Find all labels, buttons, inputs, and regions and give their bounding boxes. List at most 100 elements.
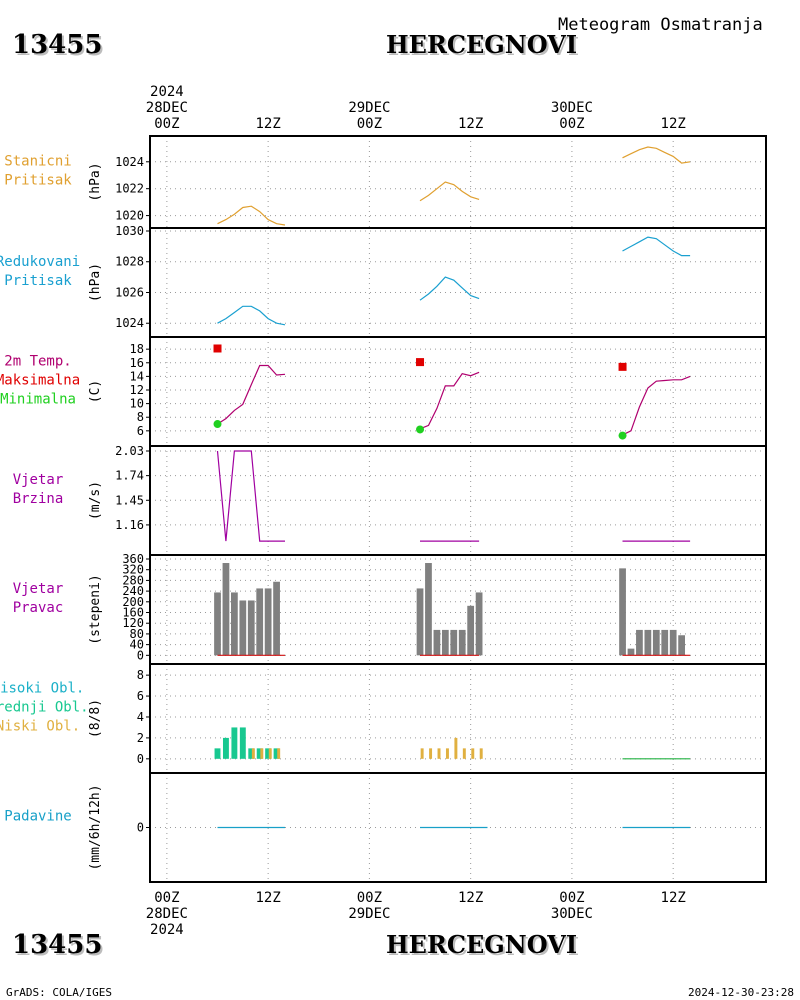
pravac-series-0-bar-18 bbox=[636, 629, 643, 656]
oblaci-series-0-bar-3 bbox=[239, 727, 246, 759]
panel-label-stanicni-1: Pritisak bbox=[4, 173, 72, 189]
y-tick-label-pravac-0: 0 bbox=[137, 648, 144, 662]
oblaci-series-0-bar-0 bbox=[214, 748, 221, 759]
oblaci-series-1-bar-7 bbox=[445, 748, 449, 759]
station-name-bottom-shadow: HERCEGNOVI bbox=[388, 932, 579, 961]
pravac-series-0-bar-15 bbox=[475, 592, 483, 656]
top-time-label-5-0: 12Z bbox=[661, 116, 686, 132]
panel-label-padavine-0: Padavine bbox=[4, 809, 71, 825]
temperatura-series-1-marker-2 bbox=[618, 362, 627, 371]
y-tick-label-padavine-0: 0 bbox=[137, 821, 144, 835]
oblaci-series-0-bar-4 bbox=[248, 748, 255, 759]
panel-label-temperatura-0: 2m Temp. bbox=[4, 354, 71, 370]
oblaci-series-0-bar-2 bbox=[231, 727, 238, 759]
panel-label-oblaci-0: Visoki Obl. bbox=[0, 681, 84, 697]
top-time-label-4-0: 30DEC bbox=[551, 100, 593, 116]
oblaci-series-0-bar-6 bbox=[265, 748, 272, 759]
y-tick-label-pravac-6: 240 bbox=[122, 584, 144, 598]
y-tick-label-oblaci-3: 6 bbox=[137, 689, 144, 703]
temperatura-series-1-marker-1 bbox=[416, 358, 425, 367]
y-tick-label-brzina-0: 1.16 bbox=[115, 518, 144, 532]
panel-label-brzina-0: Vjetar bbox=[13, 472, 64, 488]
y-tick-label-pravac-4: 160 bbox=[122, 606, 144, 620]
y-tick-label-pravac-1: 40 bbox=[130, 638, 144, 652]
top-time-label-0-2: 00Z bbox=[154, 116, 179, 132]
station-name-shadow: HERCEGNOVI bbox=[388, 32, 579, 61]
y-tick-label-temperatura-1: 8 bbox=[137, 410, 144, 424]
y-tick-label-temperatura-5: 16 bbox=[130, 356, 144, 370]
bottom-time-label-4-1: 30DEC bbox=[551, 906, 593, 922]
pravac-series-0-bar-10 bbox=[433, 629, 441, 656]
redukovani-series-0-line-2 bbox=[622, 236, 691, 257]
stanicni-series-0-line-0 bbox=[217, 205, 286, 226]
station-id-bottom-shadow: 13455 bbox=[14, 932, 104, 962]
bottom-time-label-0-1: 28DEC bbox=[146, 906, 188, 922]
oblaci-series-1-bar-10 bbox=[471, 748, 475, 759]
y-tick-label-oblaci-0: 0 bbox=[137, 752, 144, 766]
y-tick-label-brzina-3: 2.03 bbox=[115, 444, 144, 458]
unit-label-oblaci: (8/8) bbox=[88, 699, 103, 738]
pravac-series-0-bar-14 bbox=[467, 605, 475, 656]
y-tick-label-pravac-8: 320 bbox=[122, 563, 144, 577]
pravac-series-0-bar-22 bbox=[669, 629, 677, 656]
top-time-label-2-1: 00Z bbox=[357, 116, 382, 132]
temperatura-series-0-line-2 bbox=[622, 375, 691, 436]
bottom-time-label-3-0: 12Z bbox=[458, 890, 483, 906]
pravac-series-0-bar-20 bbox=[652, 629, 660, 656]
top-time-label-0-1: 28DEC bbox=[146, 100, 188, 116]
panel-label-brzina-1: Brzina bbox=[13, 491, 64, 507]
temperatura-series-1-marker-0 bbox=[213, 344, 222, 353]
y-tick-label-redukovani-1: 1026 bbox=[115, 285, 144, 299]
pravac-series-0-bar-23 bbox=[678, 635, 685, 656]
unit-label-temperatura: (C) bbox=[88, 380, 103, 403]
oblaci-series-1-bar-0 bbox=[251, 748, 255, 759]
unit-label-stanicni: (hPa) bbox=[88, 162, 103, 201]
y-tick-label-stanicni-0: 1020 bbox=[115, 209, 144, 223]
y-tick-label-pravac-9: 360 bbox=[122, 552, 144, 566]
panel-label-redukovani-0: Redukovani bbox=[0, 254, 80, 270]
oblaci-series-0-bar-1 bbox=[222, 737, 229, 759]
pravac-series-0-bar-8 bbox=[416, 588, 424, 656]
temperatura-series-2-marker-1 bbox=[416, 425, 425, 434]
brzina-series-0-line-0 bbox=[216, 450, 285, 542]
station-name-bottom: HERCEGNOVI bbox=[386, 930, 577, 959]
redukovani-series-0-line-0 bbox=[217, 305, 286, 326]
y-tick-label-oblaci-1: 2 bbox=[137, 731, 144, 745]
temperatura-series-2-marker-2 bbox=[618, 431, 627, 440]
panel-label-redukovani-1: Pritisak bbox=[4, 273, 72, 289]
top-time-label-0-0: 2024 bbox=[150, 84, 184, 100]
oblaci-series-1-bar-3 bbox=[277, 748, 281, 759]
pravac-series-0-bar-2 bbox=[231, 592, 238, 656]
pravac-series-0-bar-12 bbox=[450, 629, 458, 656]
pravac-series-0-bar-19 bbox=[644, 629, 652, 656]
station-name: HERCEGNOVI bbox=[386, 30, 577, 59]
stanicni-series-0-line-2 bbox=[622, 146, 691, 164]
y-tick-label-brzina-2: 1.74 bbox=[115, 469, 144, 483]
y-tick-label-pravac-5: 200 bbox=[122, 595, 144, 609]
pravac-series-0-bar-16 bbox=[619, 568, 626, 656]
pravac-series-0-bar-7 bbox=[273, 581, 280, 656]
pravac-series-0-bar-11 bbox=[441, 629, 449, 656]
y-tick-label-oblaci-4: 8 bbox=[137, 668, 144, 682]
chart-subtitle: Meteogram Osmatranja bbox=[558, 15, 763, 35]
panel-label-temperatura-2: Minimalna bbox=[0, 392, 76, 408]
oblaci-series-1-bar-1 bbox=[260, 748, 264, 759]
oblaci-series-1-bar-6 bbox=[437, 748, 441, 759]
pravac-series-0-bar-21 bbox=[661, 629, 669, 656]
station-id: 13455 bbox=[12, 30, 102, 60]
panel-label-pravac-1: Pravac bbox=[13, 600, 64, 616]
pravac-series-0-bar-3 bbox=[239, 600, 247, 656]
stanicni-series-0-line-1 bbox=[419, 181, 480, 202]
unit-label-pravac: (stepeni) bbox=[88, 574, 103, 644]
pravac-series-0-bar-17 bbox=[627, 648, 635, 656]
bottom-time-label-2-1: 29DEC bbox=[348, 906, 390, 922]
pravac-series-0-bar-13 bbox=[458, 629, 466, 656]
oblaci-series-1-bar-4 bbox=[420, 748, 424, 759]
bottom-time-label-4-0: 00Z bbox=[559, 890, 584, 906]
pravac-series-0-bar-9 bbox=[425, 563, 432, 656]
y-tick-label-pravac-7: 280 bbox=[122, 573, 144, 587]
bottom-time-label-0-0: 00Z bbox=[154, 890, 179, 906]
pravac-series-0-bar-6 bbox=[264, 588, 272, 656]
redukovani-series-0-line-1 bbox=[419, 276, 480, 301]
